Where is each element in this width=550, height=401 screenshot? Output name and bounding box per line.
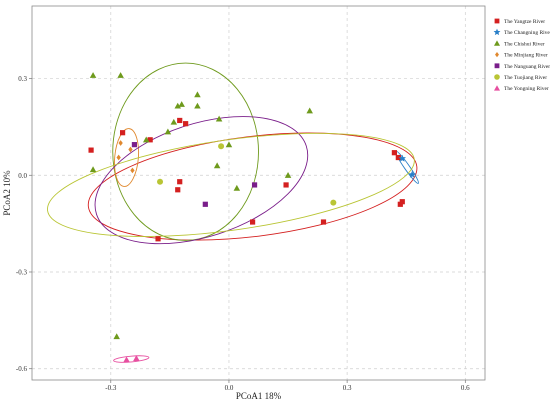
data-point (408, 170, 416, 178)
grid-layer (32, 6, 485, 380)
ellipse-layer (47, 62, 419, 363)
data-point (395, 154, 401, 161)
legend: The Yangtze River The Changning River The … (493, 18, 550, 92)
data-point (330, 199, 337, 206)
data-point (88, 147, 94, 153)
data-point (249, 219, 256, 225)
data-point (123, 356, 130, 363)
data-point (284, 172, 292, 178)
data-point (89, 166, 97, 173)
data-point (320, 219, 327, 225)
data-point (130, 167, 135, 174)
data-point (155, 236, 161, 242)
data-point (116, 154, 121, 161)
data-point (306, 107, 313, 114)
legend-marker (494, 74, 500, 80)
legend-label: The Nanguang River (504, 64, 550, 70)
data-point (174, 102, 181, 109)
confidence-ellipse (113, 355, 150, 363)
tick-layer: -0.3 0.0 0.3 0.6 -0.6 -0.3 0.0 0.3 (16, 75, 470, 392)
data-point (131, 142, 138, 148)
data-point (233, 184, 241, 191)
data-point (142, 136, 150, 143)
legend-label: The Yongning River (504, 86, 549, 92)
data-point (391, 150, 397, 156)
legend-label: The Yangtze River (504, 19, 545, 25)
data-point (178, 101, 185, 107)
y-tick-label: 0.3 (18, 75, 27, 83)
confidence-ellipse (114, 128, 140, 187)
legend-marker (494, 63, 500, 69)
confidence-ellipse (94, 116, 309, 245)
confidence-ellipse (112, 62, 259, 241)
data-point (202, 201, 208, 207)
legend-label: The Chishui River (504, 41, 545, 47)
data-point (157, 178, 164, 185)
points-layer (88, 72, 416, 363)
legend-label: The Minjiang River (504, 53, 548, 59)
data-point (213, 162, 221, 169)
legend-label: The Changning River (504, 30, 550, 36)
confidence-ellipse (47, 132, 415, 237)
data-point (251, 182, 258, 188)
legend-label: The Tuojiang River (504, 75, 547, 81)
data-point (164, 128, 172, 135)
data-point (89, 72, 97, 78)
plot-frame (31, 5, 486, 381)
data-point (225, 141, 233, 148)
data-point (215, 115, 223, 122)
data-point (133, 355, 140, 361)
data-point (117, 72, 124, 78)
y-axis-title: PCoA2 10% (2, 170, 12, 216)
data-point (120, 130, 126, 136)
legend-marker (494, 40, 500, 46)
y-tick-label: -0.3 (16, 268, 28, 276)
confidence-ellipse (87, 132, 418, 241)
data-point (177, 117, 183, 124)
x-axis-title: PCoA1 18% (236, 391, 282, 401)
x-tick-label: 0.0 (225, 384, 234, 392)
data-point (175, 187, 181, 193)
legend-marker (494, 85, 500, 91)
data-point (118, 140, 123, 146)
data-point (194, 102, 201, 109)
data-point (398, 154, 406, 162)
data-point (128, 146, 133, 153)
x-tick-label: 0.3 (343, 384, 352, 392)
data-point (194, 91, 201, 98)
data-point (399, 199, 405, 205)
x-tick-label: 0.6 (461, 384, 470, 392)
legend-marker (495, 51, 499, 58)
x-tick-label: -0.3 (105, 384, 117, 392)
y-tick-label: -0.6 (16, 365, 28, 373)
legend-marker (493, 28, 501, 36)
confidence-ellipse (395, 150, 419, 184)
legend-marker (494, 18, 500, 24)
data-point (218, 143, 225, 150)
data-point (170, 118, 178, 125)
y-tick-label: 0.0 (18, 172, 27, 180)
data-point (283, 182, 289, 188)
data-point (177, 179, 183, 185)
data-point (147, 137, 153, 143)
data-point (113, 333, 120, 340)
data-point (183, 121, 189, 127)
